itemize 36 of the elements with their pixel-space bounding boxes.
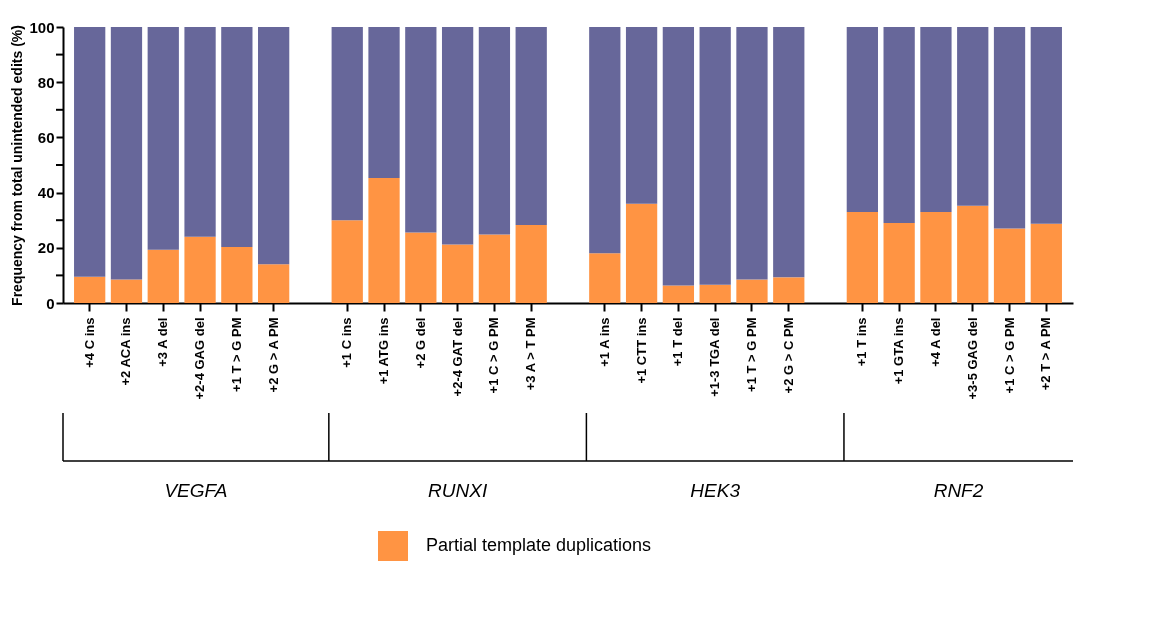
text: HEK3 (690, 480, 741, 501)
y-axis-title: Frequency from total unintended edits (%) (9, 25, 26, 306)
text: RNF2 (933, 480, 984, 501)
y-tick-label: 100 (29, 18, 55, 36)
y-tick-label: 80 (37, 73, 55, 91)
x-tick-label: +3 A > T PM (523, 317, 539, 391)
x-tick-label: +2 ACA ins (118, 317, 134, 386)
x-tick-label: +1 T del (670, 317, 686, 367)
text: VEGFA (164, 480, 228, 501)
x-tick-label: +2-4 GAT del (449, 317, 465, 397)
x-tick-label: +1 T > G PM (228, 317, 244, 392)
x-tick-label: +2-4 GAG del (192, 317, 208, 400)
y-tick-label: 0 (46, 294, 55, 312)
text: RUNXI (428, 480, 488, 501)
y-tick-label: 40 (37, 184, 55, 202)
x-tick-label: +2 G > C PM (780, 317, 796, 394)
y-tick-label: 20 (37, 239, 55, 257)
x-tick-label: +2 G > A PM (265, 317, 281, 393)
legend-label: Partial template duplications (426, 535, 652, 555)
y-tick-label: 60 (37, 128, 55, 146)
x-tick-label: +1 A ins (596, 317, 612, 367)
x-tick-label: +3 A del (155, 317, 171, 367)
x-tick-label: +1 ATG ins (376, 317, 392, 385)
x-tick-label: +2 G del (412, 317, 428, 369)
x-tick-label: +1 T ins (854, 317, 870, 367)
x-tick-label: +2 T > A PM (1038, 317, 1054, 391)
x-tick-label: +3-5 GAG del (964, 317, 980, 400)
x-tick-label: +1 C > G PM (1001, 317, 1017, 394)
x-tick-label: +4 A del (927, 317, 943, 367)
x-tick-label: +1 GTA ins (891, 317, 907, 385)
x-tick-label: +1 T > G PM (743, 317, 759, 392)
x-tick-label: +1 CTT ins (633, 317, 649, 384)
x-tick-label: +1 C > G PM (486, 317, 502, 394)
x-tick-label: +1 C ins (339, 317, 355, 368)
x-tick-label: +1-3 TGA del (707, 317, 723, 397)
x-tick-label: +4 C ins (81, 317, 97, 368)
